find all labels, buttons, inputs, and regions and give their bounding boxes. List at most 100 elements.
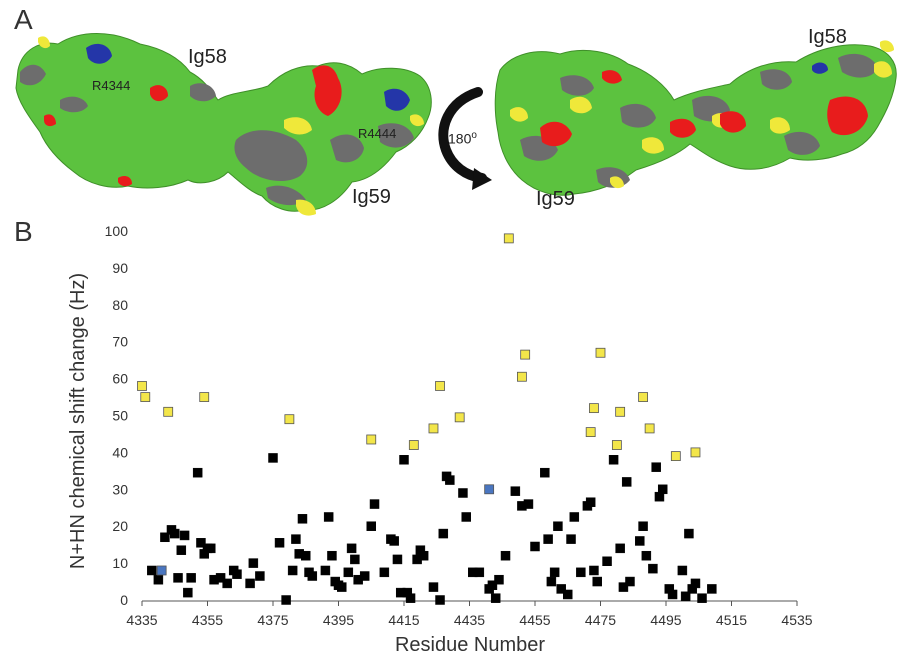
x-tick-label: 4395 [323, 612, 354, 628]
y-axis-label: N+HN chemical shift change (Hz) [67, 273, 89, 569]
data-point [697, 593, 707, 603]
protein-surface-figure [15, 33, 897, 216]
data-point [248, 558, 259, 568]
label-ig59-left: Ig59 [352, 186, 391, 208]
data-point [546, 576, 557, 587]
data-point [684, 528, 694, 539]
data-point [408, 440, 419, 450]
data-point [435, 595, 445, 605]
data-point [670, 451, 681, 461]
data-point [589, 565, 599, 576]
data-point [690, 447, 701, 458]
data-point [418, 550, 429, 561]
data-point [199, 392, 210, 402]
data-point [343, 567, 354, 578]
data-point [615, 406, 626, 417]
data-point [667, 589, 678, 600]
data-point [510, 486, 521, 496]
data-point [585, 497, 596, 507]
y-tick-label: 0 [120, 592, 128, 608]
label-ig58-left: Ig58 [188, 46, 227, 68]
data-point [644, 423, 655, 434]
data-point [435, 381, 445, 391]
data-point [602, 556, 612, 567]
data-point [576, 567, 586, 578]
data-point [183, 587, 193, 598]
x-tick-label: 4435 [454, 612, 485, 628]
data-point [255, 571, 265, 581]
data-point [635, 536, 645, 546]
data-point [147, 565, 157, 576]
data-point [297, 514, 308, 524]
data-point [621, 477, 632, 487]
data-point [307, 571, 318, 581]
data-point [428, 582, 439, 592]
data-point [350, 554, 360, 565]
x-tick-label: 4335 [126, 612, 157, 628]
data-point [287, 565, 298, 576]
data-point [454, 412, 465, 423]
data-point [487, 580, 498, 590]
data-point [474, 567, 485, 578]
data-point [556, 584, 566, 594]
data-point [215, 573, 226, 583]
data-point [461, 512, 471, 522]
x-tick-label: 4355 [192, 612, 223, 628]
data-point [563, 589, 573, 600]
data-point [615, 543, 625, 554]
data-point [589, 403, 599, 414]
label-r4444: R4444 [358, 126, 397, 141]
data-point [608, 455, 619, 465]
data-point [379, 567, 390, 578]
data-point [323, 512, 334, 522]
left-structure [15, 33, 432, 216]
x-axis-label: Residue Number [395, 634, 545, 655]
data-point [520, 349, 531, 360]
data-point [405, 593, 416, 603]
data-point [618, 582, 629, 592]
y-tick-label: 30 [112, 481, 128, 497]
x-axis-ticks: 4335 4355 4375 4395 4415 4435 4455 4475 4495 4515… [126, 601, 813, 628]
data-point [301, 550, 311, 561]
data-point [366, 521, 376, 531]
data-point [490, 593, 501, 603]
data-point [566, 534, 576, 544]
data-point [281, 595, 291, 605]
data-point [553, 521, 563, 531]
data-point [140, 392, 151, 402]
data-point [680, 591, 691, 602]
data-point [163, 406, 174, 417]
data-point [176, 545, 187, 555]
data-point [517, 371, 527, 382]
data-point [186, 573, 196, 583]
data-point [638, 392, 648, 402]
y-tick-label: 70 [112, 334, 128, 350]
data-point [503, 233, 514, 244]
data-point [284, 414, 295, 425]
y-tick-label: 10 [112, 555, 128, 571]
label-rotation: 180o [448, 130, 477, 147]
x-tick-label: 4455 [519, 612, 550, 628]
y-tick-label: 60 [112, 371, 128, 387]
y-axis-ticks: 0 10 20 30 40 50 60 70 80 90 100 [105, 223, 129, 608]
data-point [359, 571, 370, 581]
data-point [366, 434, 377, 445]
data-point [540, 467, 550, 478]
y-tick-label: 50 [112, 408, 128, 424]
data-point [638, 521, 648, 531]
data-point [156, 565, 167, 576]
data-point [651, 462, 661, 472]
data-point [625, 576, 635, 587]
data-point [232, 569, 242, 579]
data-point [494, 574, 504, 585]
data-point [438, 528, 449, 539]
data-point [549, 567, 560, 578]
data-point [657, 484, 668, 495]
x-tick-label: 4515 [716, 612, 747, 628]
data-point [399, 455, 409, 465]
data-point [595, 347, 606, 358]
x-tick-label: 4495 [650, 612, 681, 628]
data-point [445, 475, 455, 485]
data-point [196, 538, 206, 548]
data-point [137, 381, 147, 391]
